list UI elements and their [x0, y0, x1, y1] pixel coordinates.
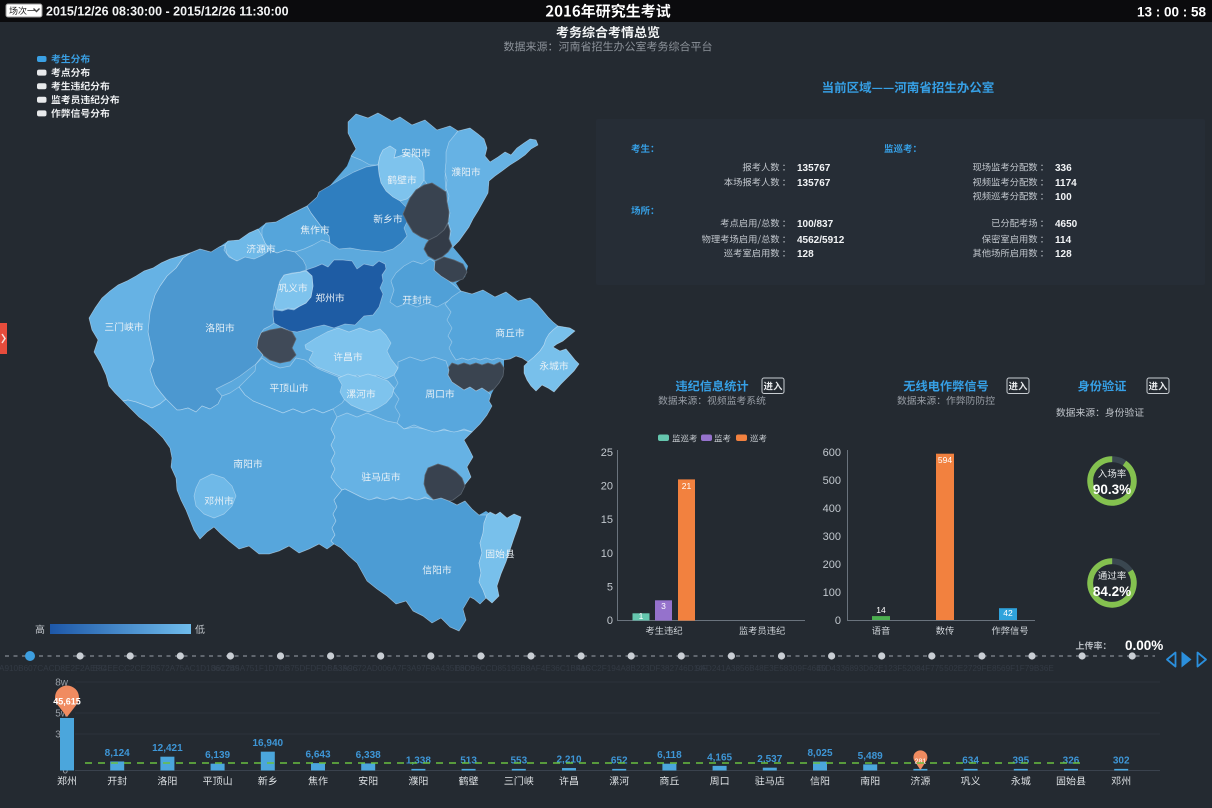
svg-text:135767: 135767 — [797, 163, 831, 174]
svg-text:128: 128 — [1055, 249, 1072, 260]
svg-text:6,118: 6,118 — [657, 750, 682, 761]
svg-text:0.00%: 0.00% — [1125, 638, 1163, 653]
svg-text:135767: 135767 — [797, 178, 831, 189]
svg-text:90.3%: 90.3% — [1093, 482, 1131, 497]
svg-text:06D96CCD85195B8AF4E36C1BFA5: 06D96CCD85195B8AF4E36C1BFA5 — [456, 664, 591, 673]
svg-text:84.2%: 84.2% — [1093, 584, 1131, 599]
svg-text:12,421: 12,421 — [152, 743, 183, 754]
svg-text:600: 600 — [823, 447, 841, 459]
svg-text:13 : 00 : 58: 13 : 00 : 58 — [1137, 5, 1207, 20]
svg-text:CEA910B607CACD8E2F2AEFC: CEA910B607CACD8E2F2AEFC — [0, 664, 106, 673]
svg-text:25: 25 — [601, 447, 613, 459]
svg-text:100: 100 — [1055, 192, 1072, 203]
svg-text:114: 114 — [1055, 235, 1072, 246]
svg-text:E84EECC2CE2B572A75AC1D186C249: E84EECC2CE2B572A75AC1D186C249 — [93, 664, 240, 673]
svg-text:1174: 1174 — [1055, 178, 1077, 189]
svg-text:0: 0 — [62, 766, 68, 777]
svg-text:10: 10 — [601, 548, 613, 560]
svg-text:500: 500 — [823, 475, 841, 487]
svg-text:336: 336 — [1055, 163, 1072, 174]
svg-text:4562/5912: 4562/5912 — [797, 235, 845, 246]
svg-text:502E2729FE8569F1F79B36E: 502E2729FE8569F1F79B36E — [944, 664, 1054, 673]
svg-text:395: 395 — [1012, 755, 1029, 766]
svg-text:2,210: 2,210 — [556, 755, 581, 766]
svg-text:2015/12/26 08:30:00 - 2015/12/: 2015/12/26 08:30:00 - 2015/12/26 11:30:0… — [46, 5, 289, 19]
svg-text:9AD241A3856B48E3E58309F46E0: 9AD241A3856B48E3E58309F46E0 — [696, 664, 827, 673]
svg-text:652: 652 — [611, 755, 628, 766]
svg-text:1,338: 1,338 — [406, 755, 431, 766]
svg-text:3: 3 — [661, 601, 666, 611]
svg-text:6,139: 6,139 — [205, 750, 230, 761]
svg-text:45,615: 45,615 — [53, 697, 81, 707]
svg-text:21: 21 — [682, 481, 692, 491]
svg-text:16,940: 16,940 — [253, 738, 284, 749]
svg-text:553: 553 — [510, 755, 527, 766]
svg-text:594: 594 — [938, 455, 952, 465]
svg-text:200: 200 — [823, 559, 841, 571]
svg-text:302: 302 — [1113, 755, 1130, 766]
svg-text:14: 14 — [876, 605, 886, 615]
svg-text:100/837: 100/837 — [797, 219, 834, 230]
svg-text:100: 100 — [823, 587, 841, 599]
svg-text:300: 300 — [823, 531, 841, 543]
svg-text:3617B5A751F1D7DB75DFDFDBA3A9C: 3617B5A751F1D7DB75DFDFDBA3A9C — [212, 664, 359, 673]
svg-text:326: 326 — [1063, 755, 1080, 766]
svg-text:5,489: 5,489 — [858, 751, 883, 762]
svg-text:15: 15 — [601, 514, 613, 526]
svg-text:45D4336893D62E123F52084F775: 45D4336893D62E123F52084F775 — [816, 664, 944, 673]
svg-text:2,537: 2,537 — [757, 754, 782, 765]
svg-text:535C672AD006A7F3A97F8A435E3C9: 535C672AD006A7F3A97F8A435E3C9 — [333, 664, 475, 673]
svg-text:8w: 8w — [55, 678, 69, 689]
svg-text:0: 0 — [607, 615, 613, 627]
svg-text:41CC2F194A8B223DF382746D14F: 41CC2F194A8B223DF382746D14F — [576, 664, 708, 673]
svg-text:4650: 4650 — [1055, 219, 1078, 230]
svg-text:0: 0 — [835, 615, 841, 627]
svg-text:400: 400 — [823, 503, 841, 515]
svg-text:5: 5 — [607, 581, 613, 593]
svg-text:513: 513 — [460, 755, 477, 766]
svg-text:42: 42 — [1003, 608, 1013, 618]
svg-text:634: 634 — [962, 755, 979, 766]
svg-text:281: 281 — [915, 759, 927, 766]
svg-text:20: 20 — [601, 481, 613, 493]
svg-text:1: 1 — [639, 611, 644, 621]
svg-text:6,643: 6,643 — [305, 750, 330, 761]
svg-text:6,338: 6,338 — [356, 750, 381, 761]
svg-text:5w: 5w — [55, 709, 69, 720]
svg-text:128: 128 — [797, 249, 814, 260]
svg-text:8,025: 8,025 — [807, 748, 832, 759]
svg-text:8,124: 8,124 — [105, 748, 130, 759]
svg-text:4,165: 4,165 — [707, 752, 732, 763]
